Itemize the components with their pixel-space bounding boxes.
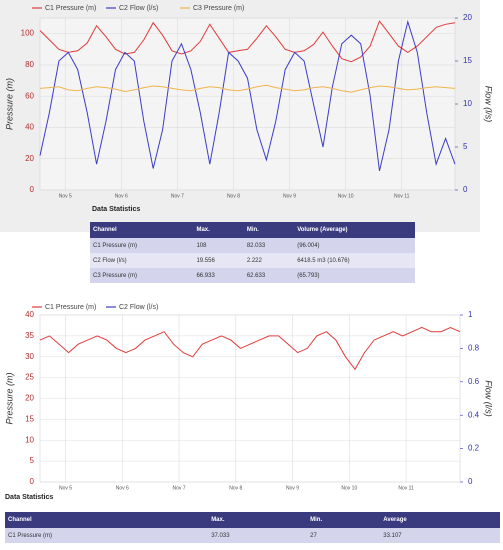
y2-tick-label: 15 [463, 56, 472, 65]
table-cell: C1 Pressure (m) [5, 528, 209, 543]
column-header: Channel [5, 512, 209, 528]
y-tick-label: 20 [25, 154, 34, 163]
y-tick-label: 80 [25, 60, 34, 69]
x-tick-label: Nov 11 [394, 193, 410, 199]
column-header: Average [380, 512, 500, 528]
table-cell: 82.033 [243, 238, 295, 253]
y-axis-label: Pressure (m) [4, 372, 14, 424]
y2-axis-label: Flow (l/s) [484, 380, 494, 417]
column-header: Min. [243, 222, 295, 238]
table-cell: C1 Pressure (m) [90, 238, 194, 253]
y2-tick-label: 20 [463, 13, 472, 22]
stats-table: Channel Max. Min. Average C1 Pressure (m) 37.… [5, 512, 500, 543]
y-tick-label: 40 [25, 123, 34, 132]
x-tick-label: Nov 5 [59, 193, 72, 199]
table-cell: (96.004) [294, 238, 415, 253]
y2-tick-label: 1 [468, 310, 473, 319]
y-tick-label: 5 [30, 456, 35, 465]
table-cell: 33.107 [380, 528, 500, 543]
x-tick-label: Nov 6 [115, 193, 128, 199]
y2-tick-label: 0.8 [468, 344, 480, 353]
y-tick-label: 15 [25, 414, 34, 423]
y-tick-label: 10 [25, 435, 34, 444]
table-cell: 27 [307, 528, 381, 543]
header-row: Channel Max. Min. Volume (Average) [90, 222, 415, 238]
table-cell: 108 [193, 238, 244, 253]
y2-tick-label: 0.6 [468, 377, 480, 386]
x-tick-label: Nov 9 [283, 193, 296, 199]
x-tick-label: Nov 8 [227, 193, 240, 199]
y-tick-label: 0 [30, 477, 35, 486]
legend-label: C1 Pressure (m) [45, 5, 96, 12]
y-axis-label: Pressure (m) [4, 78, 14, 130]
series-line [39, 19, 456, 172]
y-tick-label: 40 [25, 310, 34, 319]
table-title: Data Statistics [5, 494, 54, 501]
y-tick-label: 20 [25, 394, 34, 403]
table-row: C1 Pressure (m) 37.033 27 33.107 [5, 528, 500, 543]
legend-label: C2 Flow (l/s) [119, 5, 158, 12]
table-cell: C2 Flow (l/s) [90, 253, 194, 268]
x-tick-label: Nov 6 [116, 485, 129, 491]
legend-label: C3 Pressure (m) [193, 5, 244, 12]
table-cell: 19.556 [193, 253, 244, 268]
table-cell: 66.933 [193, 268, 244, 283]
y2-tick-label: 0.4 [468, 410, 480, 419]
series-line [39, 20, 456, 63]
y2-tick-label: 0.2 [468, 444, 480, 453]
x-tick-label: Nov 9 [286, 485, 299, 491]
column-header: Max. [208, 512, 308, 528]
series-line [39, 326, 461, 371]
legend-label: C1 Pressure (m) [45, 304, 96, 311]
header-row: Channel Max. Min. Average [5, 512, 500, 528]
x-tick-label: Nov 10 [338, 193, 354, 199]
x-tick-label: Nov 8 [229, 485, 242, 491]
column-header: Max. [193, 222, 244, 238]
y-tick-label: 30 [25, 352, 34, 361]
y2-tick-label: 0 [463, 185, 468, 194]
table-row: C1 Pressure (m) 108 82.033 (96.004) [90, 238, 415, 253]
table-cell: 37.033 [208, 528, 308, 543]
x-tick-label: Nov 11 [398, 485, 414, 491]
legend-label: C2 Flow (l/s) [119, 304, 158, 311]
table-cell: 2.222 [243, 253, 295, 268]
column-header: Min. [307, 512, 381, 528]
x-tick-label: Nov 10 [341, 485, 357, 491]
table-row: C2 Flow (l/s) 19.556 2.222 6418.5 m3 (10.67… [90, 253, 415, 268]
y-tick-label: 60 [25, 91, 34, 100]
table-cell: (65.793) [294, 268, 415, 283]
y-tick-label: 35 [25, 331, 34, 340]
y2-tick-label: 10 [463, 99, 472, 108]
y-tick-label: 100 [21, 29, 35, 38]
y2-tick-label: 5 [463, 142, 468, 151]
y-tick-label: 25 [25, 373, 34, 382]
stats-table: Channel Max. Min. Volume (Average) C1 Pressu… [90, 222, 415, 283]
table-cell: 6418.5 m3 (10.676) [294, 253, 415, 268]
x-tick-label: Nov 7 [171, 193, 184, 199]
column-header: Volume (Average) [294, 222, 415, 238]
y2-axis-label: Flow (l/s) [484, 86, 494, 123]
table-cell: 62.633 [243, 268, 295, 283]
x-tick-label: Nov 7 [173, 485, 186, 491]
series-line [39, 84, 456, 93]
table-cell: C3 Pressure (m) [90, 268, 194, 283]
y2-tick-label: 0 [468, 477, 473, 486]
column-header: Channel [90, 222, 194, 238]
x-tick-label: Nov 5 [59, 485, 72, 491]
table-title: Data Statistics [92, 206, 141, 213]
y-tick-label: 0 [30, 185, 35, 194]
table-row: C3 Pressure (m) 66.933 62.633 (65.793) [90, 268, 415, 283]
